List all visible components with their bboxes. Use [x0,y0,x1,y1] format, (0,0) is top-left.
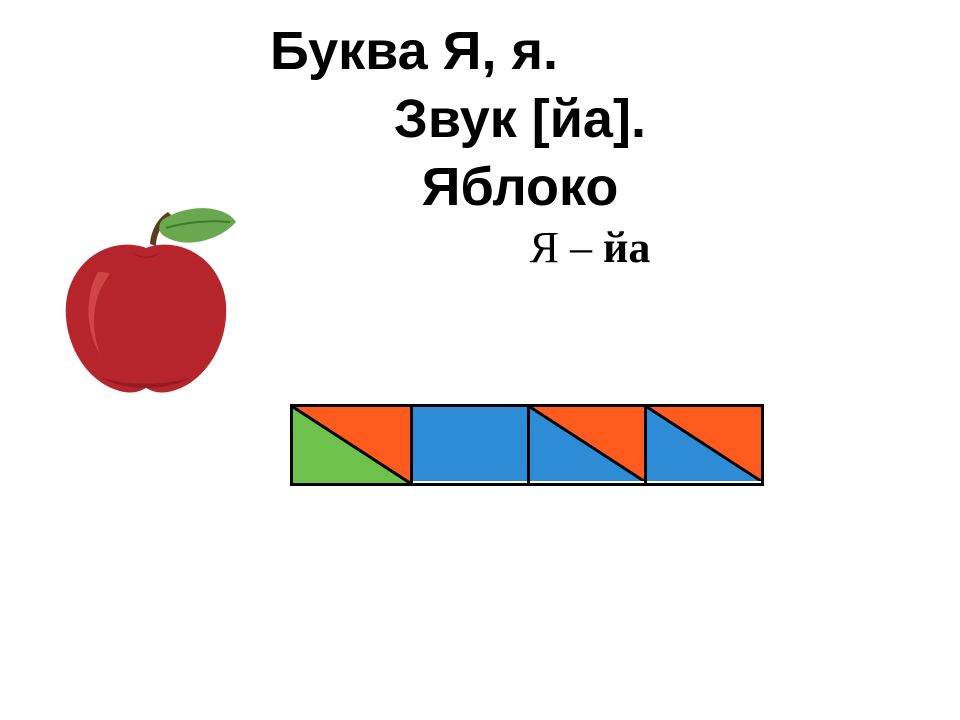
title-line-2: Звук [йа]. [270,88,770,150]
scheme-cell-2 [410,407,527,483]
phonetic-end: йа [603,223,650,272]
title-line-3: Яблоко [270,156,770,218]
scheme-cell-3 [527,407,644,483]
title-block: Буква Я, я. Звук [йа]. Яблоко Я – йа [270,20,770,273]
scheme-cell-1 [293,407,410,483]
apple-icon [50,200,240,400]
phonetic-line: Я – йа [410,222,770,273]
title-line-1: Буква Я, я. [270,20,770,82]
sound-scheme [290,404,764,486]
scheme-cell-4 [644,407,761,483]
phonetic-dash: – [559,223,603,272]
phonetic-first: Я [530,223,559,272]
apple-leaf [159,208,236,242]
